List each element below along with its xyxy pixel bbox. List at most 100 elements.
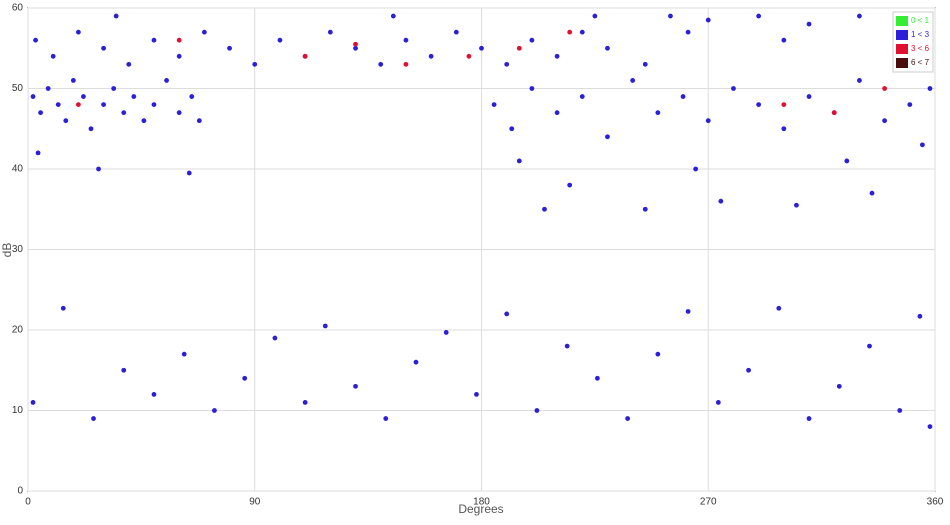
legend-label: 0 < 1 <box>911 16 930 25</box>
point <box>594 375 600 381</box>
point <box>453 29 459 35</box>
point <box>857 13 862 19</box>
y-tick-label: 60 <box>12 3 24 14</box>
point <box>655 110 661 116</box>
point <box>579 29 585 35</box>
legend-label: 1 < 3 <box>911 30 930 39</box>
point <box>60 305 66 311</box>
y-tick-label: 30 <box>12 244 24 255</box>
point <box>201 29 207 35</box>
point <box>91 416 96 421</box>
point <box>516 45 522 51</box>
point <box>30 94 36 99</box>
x-axis-title: Degrees <box>458 502 503 516</box>
x-tick-label: 180 <box>473 497 490 508</box>
point <box>383 416 389 421</box>
point <box>491 102 497 107</box>
point <box>131 94 137 99</box>
point <box>81 94 86 99</box>
point <box>181 351 187 357</box>
point <box>111 86 117 91</box>
point <box>141 118 147 124</box>
point <box>831 110 837 116</box>
point <box>113 13 119 19</box>
point <box>403 61 409 67</box>
point <box>685 29 691 35</box>
point <box>542 206 547 212</box>
point <box>196 118 202 124</box>
point <box>63 118 69 124</box>
point <box>126 61 132 67</box>
point <box>327 29 333 35</box>
y-tick-label: 50 <box>12 83 24 94</box>
point <box>781 102 787 107</box>
y-axis-title: dB <box>0 243 14 258</box>
point <box>693 166 699 172</box>
point <box>718 198 724 204</box>
point <box>212 408 217 413</box>
point <box>806 416 812 421</box>
point <box>96 166 101 172</box>
point <box>242 375 248 381</box>
point <box>927 424 933 429</box>
point <box>151 102 157 107</box>
point <box>917 313 923 319</box>
point <box>869 190 875 196</box>
point <box>882 86 888 91</box>
point <box>625 416 631 421</box>
point <box>176 110 182 116</box>
point <box>516 158 522 164</box>
point <box>567 182 573 188</box>
legend-swatch <box>896 58 908 68</box>
point <box>857 78 862 83</box>
point <box>655 351 661 357</box>
point <box>567 29 573 35</box>
point <box>605 134 610 140</box>
legend-swatch <box>896 44 908 54</box>
point <box>529 86 535 91</box>
point <box>781 126 787 132</box>
point <box>277 37 283 43</box>
point <box>642 61 648 67</box>
point <box>33 37 38 43</box>
point <box>731 86 736 91</box>
point <box>176 53 182 59</box>
point <box>579 94 585 99</box>
point <box>897 408 903 413</box>
point <box>776 305 782 311</box>
y-tick-label: 40 <box>12 164 24 175</box>
point <box>403 37 409 43</box>
point <box>529 37 535 43</box>
point <box>867 343 872 349</box>
point <box>781 37 787 43</box>
point <box>353 383 358 389</box>
point <box>353 41 358 47</box>
y-tick-label: 0 <box>17 486 23 497</box>
point <box>121 110 127 116</box>
point <box>186 170 192 176</box>
y-tick-label: 10 <box>12 405 24 416</box>
point <box>378 61 384 67</box>
point <box>509 126 515 132</box>
point <box>466 53 472 59</box>
point <box>668 13 673 19</box>
point <box>746 367 751 373</box>
point <box>474 392 479 397</box>
point <box>121 367 127 373</box>
point <box>38 110 43 116</box>
point <box>176 37 182 43</box>
point <box>353 45 358 51</box>
point <box>554 110 560 116</box>
point <box>479 45 484 51</box>
point <box>806 21 812 27</box>
point <box>413 359 419 365</box>
point <box>50 53 56 59</box>
point <box>836 383 842 389</box>
point <box>101 102 106 107</box>
y-tick-label: 20 <box>12 325 24 336</box>
point <box>302 53 308 59</box>
point <box>920 142 925 148</box>
x-tick-label: 90 <box>249 497 261 508</box>
point <box>428 53 434 59</box>
